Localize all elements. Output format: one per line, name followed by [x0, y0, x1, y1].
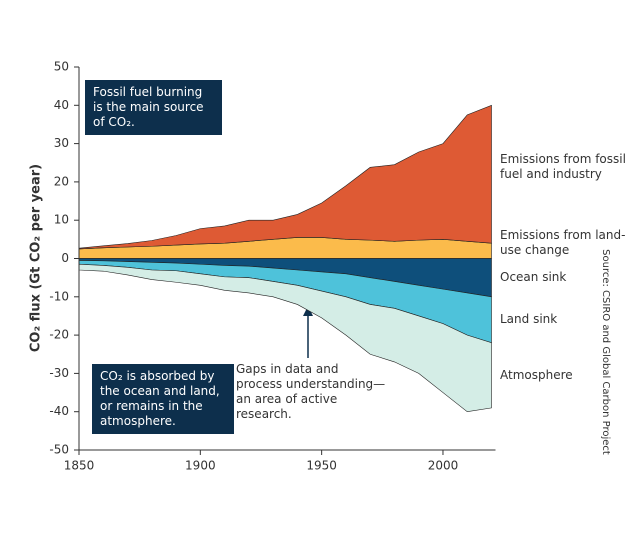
y-tick-label: 30 [54, 136, 69, 150]
y-tick-label: -40 [49, 404, 69, 418]
annotation-box: CO₂ is absorbed by the ocean and land, o… [92, 364, 234, 434]
y-tick-label: 10 [54, 213, 69, 227]
area [78, 104, 492, 250]
y-tick-label: 40 [54, 98, 69, 112]
y-tick-label: -20 [49, 328, 69, 342]
series-label: Ocean sink [500, 270, 567, 285]
y-axis-label: CO₂ flux (Gt CO₂ per year) [29, 164, 44, 352]
series-label: Atmosphere [500, 367, 573, 382]
y-tick-label: 0 [61, 251, 69, 265]
area [78, 237, 492, 259]
x-tick-label: 2000 [428, 459, 459, 473]
annotation: Gaps in data and process understanding—a… [236, 362, 386, 421]
y-tick-label: -10 [49, 289, 69, 303]
source: Source: CSIRO and Global Carbon Project [600, 249, 611, 455]
x-tick-label: 1850 [64, 459, 95, 473]
y-tick-label: -30 [49, 366, 69, 380]
x-tick-label: 1950 [306, 459, 337, 473]
arrow-head [303, 306, 313, 316]
x-tick-label: 1900 [185, 459, 216, 473]
area [78, 263, 492, 413]
y-tick-label: 20 [54, 174, 69, 188]
y-tick-label: 50 [54, 60, 69, 74]
series-label: Emissions from land-use change [500, 228, 626, 258]
y-tick-label: -50 [49, 443, 69, 457]
annotation-box: Fossil fuel burning is the main source o… [85, 80, 222, 135]
series-label: Land sink [500, 312, 558, 327]
series-label: Emissions from fossil fuel and industry [500, 151, 626, 181]
